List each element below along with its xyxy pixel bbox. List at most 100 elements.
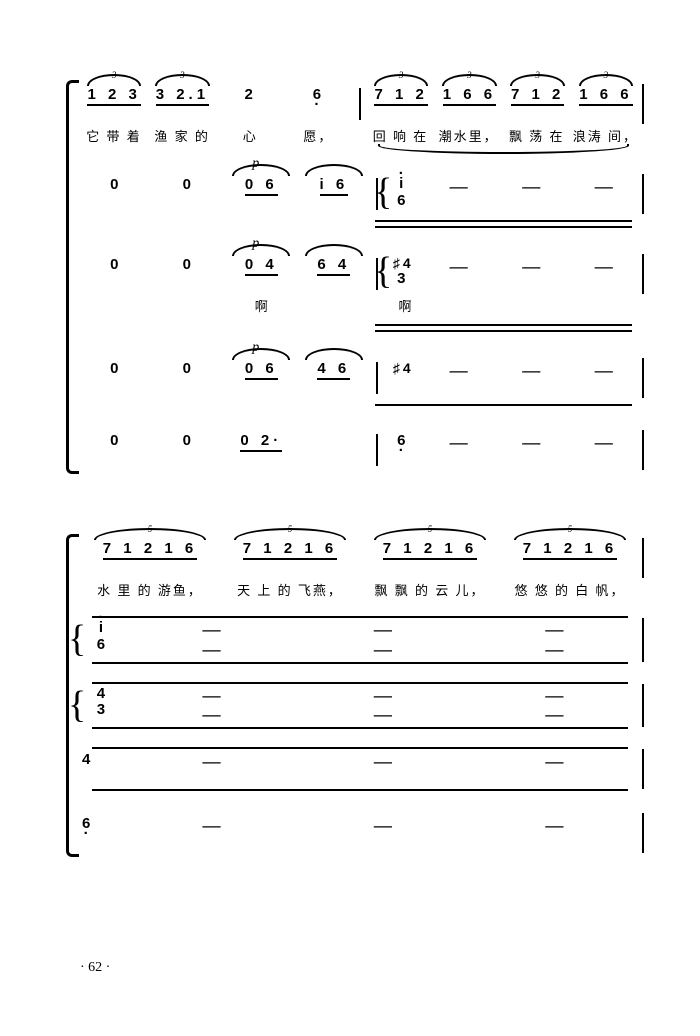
part5-row: 6 — — — — [80, 813, 640, 853]
brace-icon: { — [68, 618, 76, 662]
part4-row: 0 0 0 6 4 6 ♯4 — — — — [80, 358, 640, 398]
note-group: 5 7 1 2 1 6 — [500, 538, 640, 562]
lyric: 回 响 在 — [373, 129, 429, 144]
notes: 0 4 — [245, 256, 278, 276]
continuation-line — [375, 404, 632, 406]
hold-dash: — — [374, 751, 392, 771]
hold-dash: — — [595, 432, 613, 452]
hold-dash: — — [522, 360, 540, 380]
notes: i — [399, 176, 407, 193]
brace-icon: { — [68, 684, 76, 728]
notes: 4 — [82, 751, 94, 768]
tuplet-number: 5 — [148, 524, 153, 534]
tuplet-number: 3 — [180, 70, 185, 80]
lyric: 飘 飘 的 云 儿， — [374, 583, 485, 598]
notes: 7 1 2 — [511, 86, 564, 106]
hold-dash: — — [450, 360, 468, 380]
notes: 1 6 6 — [443, 86, 496, 106]
hold-dash: — — [522, 176, 540, 196]
hold-dash: — — [203, 815, 221, 835]
rest: 0 — [183, 360, 195, 377]
note-group: 5 7 1 2 1 6 — [220, 538, 360, 562]
barline-end — [642, 254, 644, 294]
lyric: 水 里 的 游鱼， — [97, 583, 203, 598]
rest: 0 — [110, 360, 122, 377]
barline — [376, 434, 378, 466]
hold-dash: — — [595, 256, 613, 276]
hold-dash: — — [450, 256, 468, 276]
continuation-line — [92, 789, 628, 791]
tuplet-number: 5 — [288, 524, 293, 534]
hold-dash: — — [203, 640, 221, 660]
notes: i — [99, 620, 107, 637]
notes: 0 6 — [245, 176, 278, 196]
barline-end — [642, 684, 644, 728]
hold-dash: — — [595, 176, 613, 196]
barline — [376, 362, 378, 394]
notes: 6 — [97, 637, 109, 654]
part3-row: 0 0 0 4 6 4 { ♯4 3 — — — — [80, 254, 640, 294]
notes: ♯4 — [393, 256, 414, 271]
melody-notes-row: 3 1 2 3 3 3 2.1 2 6 3 7 1 2 — [80, 84, 640, 124]
tuplet-number: 3 — [604, 70, 609, 80]
hold-dash: — — [203, 620, 221, 640]
hold-dash: — — [450, 176, 468, 196]
notes: 0 2· — [240, 432, 282, 452]
hold-dash: — — [203, 705, 221, 725]
notes: 7 1 2 1 6 — [243, 540, 337, 560]
tuplet-number: 5 — [568, 524, 573, 534]
lyric: 天 上 的 飞燕， — [237, 583, 343, 598]
lyric: 渔 家 的 — [154, 129, 210, 144]
notes: 7 1 2 1 6 — [383, 540, 477, 560]
notes: 6 — [313, 86, 325, 103]
note-group: 5 7 1 2 1 6 — [80, 538, 220, 562]
note-group: 2 — [217, 84, 285, 106]
notes: 6 — [397, 193, 409, 210]
rest: 0 — [110, 176, 122, 193]
notes: 6 — [82, 815, 94, 832]
notes: 3 — [97, 702, 109, 719]
lyric: 心 — [243, 129, 258, 144]
part5-row: 0 0 0 2· 6 — — — — [80, 430, 640, 470]
lyric: 愿， — [303, 129, 333, 144]
notes: 7 1 2 1 6 — [103, 540, 197, 560]
notes: ♯4 — [393, 360, 414, 376]
note-group: 3 7 1 2 — [504, 84, 572, 108]
rest: 0 — [183, 176, 195, 193]
barline-end — [642, 538, 644, 578]
hold-dash: — — [203, 686, 221, 706]
tuplet-number: 3 — [112, 70, 117, 80]
hold-dash: — — [545, 620, 563, 640]
note-group: 3 1 6 6 — [572, 84, 640, 108]
notes: 6 4 — [317, 256, 350, 276]
continuation-line — [375, 220, 632, 228]
brace-icon: { — [374, 254, 382, 290]
notes: 4 — [97, 686, 109, 703]
barline-end — [642, 358, 644, 398]
barline-end — [642, 430, 644, 470]
brace-icon: { — [374, 174, 382, 211]
barline-end — [642, 174, 644, 214]
notes: 2 — [244, 86, 256, 103]
hold-dash: — — [203, 751, 221, 771]
note-group: 3 7 1 2 — [367, 84, 435, 108]
hold-dash: — — [374, 620, 392, 640]
note-group: 3 1 6 6 — [435, 84, 503, 108]
hold-dash: — — [545, 751, 563, 771]
hold-dash: — — [374, 705, 392, 725]
note-group: 3 3 2.1 — [148, 84, 216, 108]
notes: 3 — [397, 271, 409, 288]
tuplet-number: 5 — [428, 524, 433, 534]
rest: 0 — [110, 432, 122, 449]
tuplet-number: 3 — [399, 70, 404, 80]
page-number: · 62 · — [80, 960, 110, 976]
note-group: 5 7 1 2 1 6 — [360, 538, 500, 562]
barline-end — [642, 84, 644, 124]
part4-row: 4 — — — — [80, 749, 640, 789]
system-2: 5 7 1 2 1 6 5 7 1 2 1 6 5 7 1 2 1 6 5 7 … — [80, 534, 640, 857]
note-group: 3 1 2 3 — [80, 84, 148, 108]
continuation-line — [92, 662, 628, 664]
notes: 0 6 — [245, 360, 278, 380]
hold-dash: — — [545, 705, 563, 725]
system-bracket — [66, 80, 79, 474]
